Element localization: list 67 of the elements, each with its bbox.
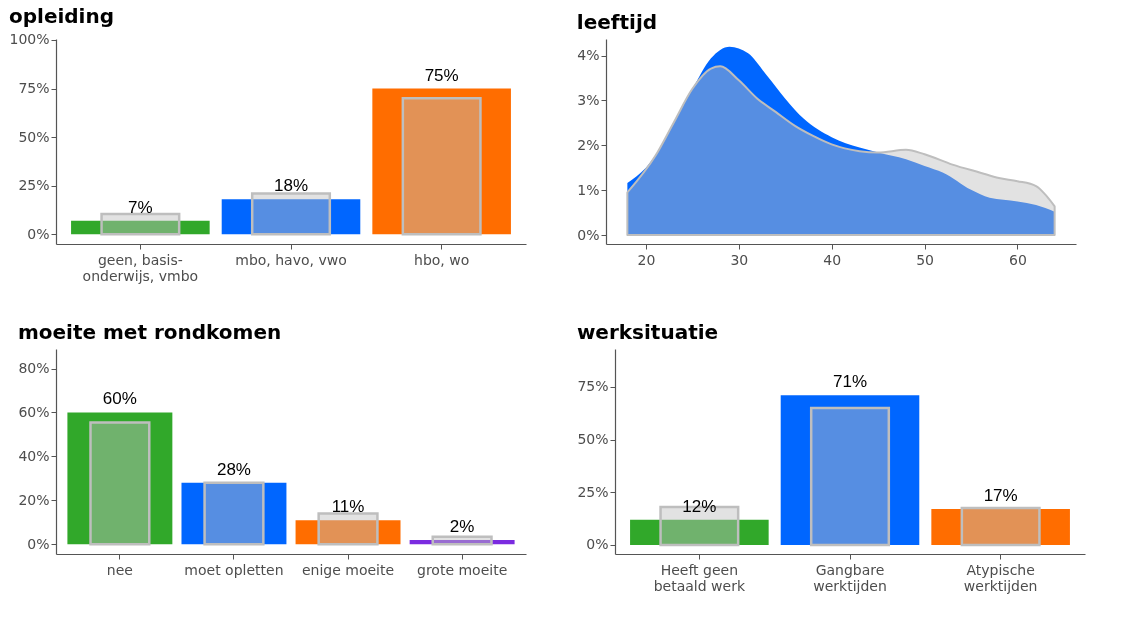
bar [630,519,769,545]
chart-title: werksituatie [576,320,719,344]
y-tick-label: 2% [577,136,600,153]
x-tick-label: enige moeite [301,561,395,578]
bar [931,509,1070,545]
y-tick-label: 100% [9,31,50,48]
data-label: 60% [102,389,137,409]
y-tick-label: 75% [577,378,609,395]
chart-title: moeite met rondkomen [17,320,282,344]
chart-title: opleiding [8,3,115,28]
y-tick-label: 75% [18,80,50,97]
y-tick-label: 25% [577,483,609,500]
data-label: 18% [273,176,309,196]
y-tick-label: 60% [18,404,50,420]
y-tick-label: 0% [27,225,50,242]
data-label: 7% [128,197,153,217]
bar [809,406,891,547]
bar [250,192,332,236]
y-tick-label: 3% [577,91,600,108]
y-tick-label: 50% [18,128,50,145]
x-tick-label: nee [106,561,133,578]
x-tick-label: hbo, wo [414,251,470,268]
bar [317,512,379,546]
bar [372,88,511,235]
bar [181,482,287,545]
x-tick-label: 40 [823,251,842,268]
bar [67,412,173,545]
x-tick-label: 60 [1009,251,1027,268]
y-tick-label: 25% [18,177,50,194]
x-tick-label: mbo, havo, vwo [235,251,347,268]
data-label: 75% [424,65,459,85]
bar [409,539,515,545]
y-tick-label: 80% [18,360,50,377]
y-tick-label: 4% [577,47,600,64]
x-tick-label: 20 [637,251,656,268]
x-tick-label: geen, basis-onderwijs, vmbo [82,251,199,284]
x-tick-label: Atypische werktijden [963,561,1038,594]
data-label: 12% [682,496,717,516]
data-label: 17% [983,486,1018,506]
bar [71,220,210,235]
x-tick-label: moet opletten [184,561,284,578]
x-tick-label: grote moeite [416,561,508,578]
data-label: 71% [832,372,868,392]
y-tick-label: 50% [577,431,609,448]
x-tick-label: 30 [730,251,749,268]
bar [100,212,181,236]
y-tick-label: 40% [18,447,50,464]
bar [780,395,920,545]
y-tick-label: 20% [18,491,50,508]
chart-title: leeftijd [576,10,658,34]
y-tick-label: 0% [27,535,50,552]
y-tick-label: 0% [586,536,609,553]
bar [431,535,493,546]
bar [401,97,482,236]
bar [89,421,151,546]
x-tick-label: Gangbare werktijden [813,561,887,594]
bar [295,520,401,545]
bar [221,199,361,235]
y-tick-label: 1% [577,181,600,198]
data-label: 28% [216,459,251,479]
data-label: 11% [331,497,365,517]
data-label: 2% [449,516,475,536]
x-tick-label: Heeft geen betaald werk [653,561,746,594]
x-tick-label: 50 [916,251,935,268]
bar [203,481,265,546]
y-tick-label: 0% [577,226,600,243]
bar [960,506,1041,547]
